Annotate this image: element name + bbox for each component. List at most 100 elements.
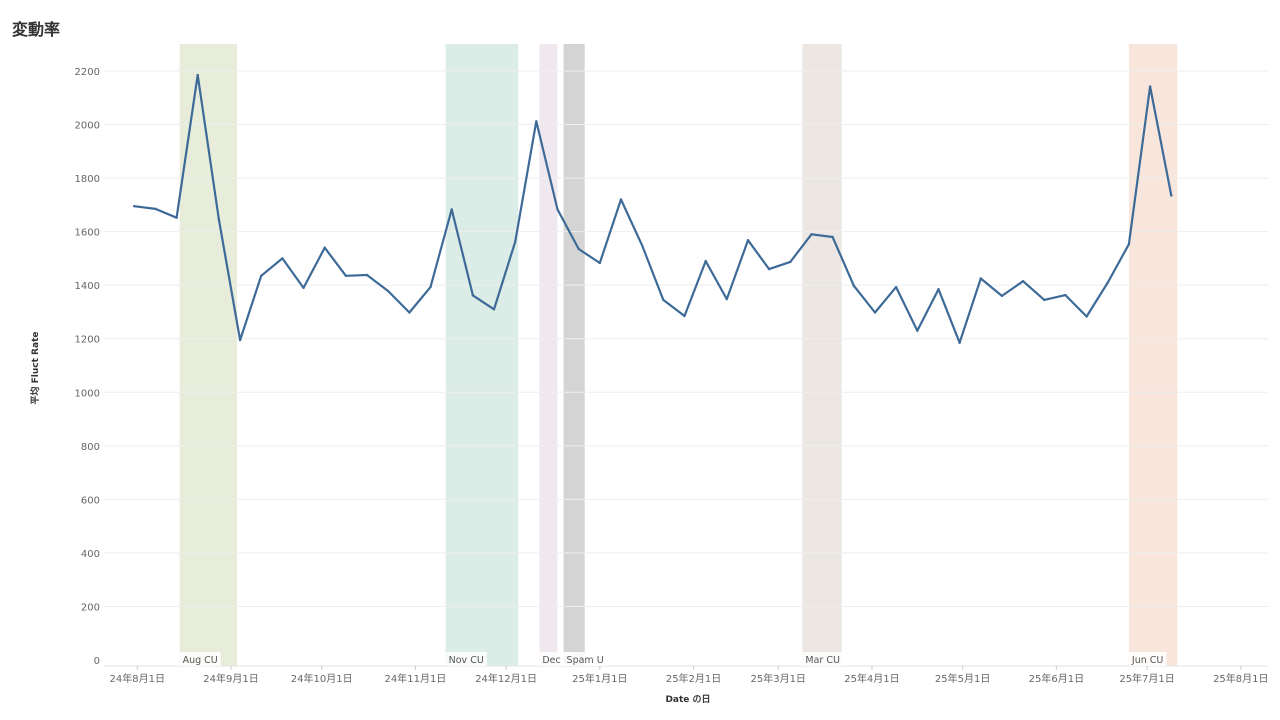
y-tick-label: 600 [81, 495, 100, 506]
data-point [471, 294, 475, 297]
data-point [1127, 243, 1131, 246]
x-tick-label: 25年1月1日 [572, 672, 627, 685]
data-point [238, 338, 242, 342]
data-point [344, 274, 348, 278]
data-point [1148, 85, 1152, 88]
data-point [1170, 194, 1173, 197]
annotation-band-label: Aug CU [183, 655, 218, 666]
data-point [852, 284, 855, 287]
data-point [133, 205, 136, 208]
annotation-label-bg [1128, 652, 1167, 666]
annotation-label-bg [445, 652, 487, 666]
data-point [662, 298, 665, 302]
x-tick-label: 24年8月1日 [110, 672, 165, 685]
data-point [217, 218, 221, 221]
data-point [810, 233, 813, 236]
data-point [746, 239, 750, 242]
data-point [894, 285, 898, 289]
data-point [640, 244, 644, 247]
data-point [365, 273, 369, 277]
x-tick-label: 25年5月1日 [935, 672, 990, 685]
data-point [683, 314, 686, 318]
annotation-band-label: Dec C [542, 655, 570, 666]
data-point [958, 341, 961, 344]
data-point [196, 73, 199, 77]
y-tick-label: 1200 [75, 335, 100, 346]
annotation-band [1128, 44, 1178, 666]
y-axis-label: 平均 Fluct Rate [29, 332, 41, 405]
data-point [937, 287, 940, 291]
annotation-band-label: Nov CU [449, 655, 484, 666]
y-tick-label: 800 [81, 442, 100, 453]
y-tick-label: 1600 [75, 228, 100, 239]
gridlines [104, 70, 1268, 607]
data-point [789, 260, 792, 264]
data-point [408, 311, 411, 314]
x-tick-label: 24年11月1日 [385, 672, 447, 685]
x-tick-label: 25年7月1日 [1119, 672, 1174, 685]
y-tick-label: 400 [81, 549, 100, 560]
x-tick-label: 24年9月1日 [203, 672, 258, 685]
annotation-label-bg [563, 652, 607, 666]
annotation-band [563, 44, 585, 666]
data-point [1000, 294, 1004, 298]
y-tick-label: 1400 [75, 281, 100, 292]
series-layer [133, 73, 1173, 344]
data-point [260, 274, 263, 278]
x-tick-label: 24年10月1日 [291, 672, 353, 685]
data-point [725, 297, 729, 301]
annotation-bands [179, 44, 1178, 666]
data-point [556, 208, 559, 211]
y-tick-label: 0 [94, 656, 100, 667]
data-point [1043, 298, 1046, 302]
data-point [323, 246, 326, 249]
x-tick-label: 25年2月1日 [666, 672, 721, 685]
data-point [704, 259, 707, 263]
data-point [979, 277, 982, 280]
data-point [767, 267, 771, 271]
x-tick-label: 25年8月1日 [1213, 672, 1268, 685]
data-point [175, 216, 178, 219]
data-point [302, 286, 305, 290]
data-point [873, 311, 877, 314]
annotation-label-bg [179, 652, 221, 666]
x-tick-label: 25年4月1日 [844, 672, 899, 685]
data-point [1021, 279, 1025, 283]
data-point [1106, 281, 1109, 284]
x-tick-label: 25年3月1日 [750, 672, 805, 685]
data-point [386, 289, 390, 293]
data-point [281, 257, 284, 260]
annotation-band [445, 44, 519, 666]
data-point [916, 329, 919, 332]
annotation-band [539, 44, 558, 666]
data-point [831, 235, 834, 239]
data-point [577, 247, 580, 251]
data-point [1085, 315, 1088, 318]
x-axis-ticks: 24年8月1日 24年9月1日 24年10月1日 24年11月1日 24年12月1日 25… [104, 665, 1269, 685]
annotation-label-bg [802, 652, 843, 666]
data-point [619, 198, 623, 201]
data-point [598, 261, 602, 265]
y-tick-label: 1800 [75, 174, 100, 185]
series-line [133, 73, 1173, 344]
annotation-band [802, 44, 842, 666]
y-tick-label: 2000 [75, 121, 100, 132]
y-tick-label: 2200 [75, 67, 100, 78]
data-point [535, 120, 538, 123]
y-axis-ticks: 0 200 400 600 800 1000 1200 1400 1600 1800 2000 220… [75, 67, 100, 667]
data-point [513, 240, 517, 244]
y-tick-label: 1000 [75, 388, 100, 399]
x-tick-label: 25年6月1日 [1029, 672, 1084, 685]
data-point [1064, 293, 1067, 297]
x-axis-label: Date の日 [665, 694, 710, 705]
y-tick-label: 200 [81, 602, 100, 613]
x-tick-label: 24年12月1日 [475, 672, 537, 685]
data-point [429, 285, 432, 289]
annotation-band-label: Jun CU [1131, 655, 1163, 666]
data-point [450, 208, 453, 211]
chart-title: 変動率 [12, 20, 61, 39]
annotation-band-label: Mar CU [805, 655, 840, 666]
data-point [492, 308, 496, 311]
